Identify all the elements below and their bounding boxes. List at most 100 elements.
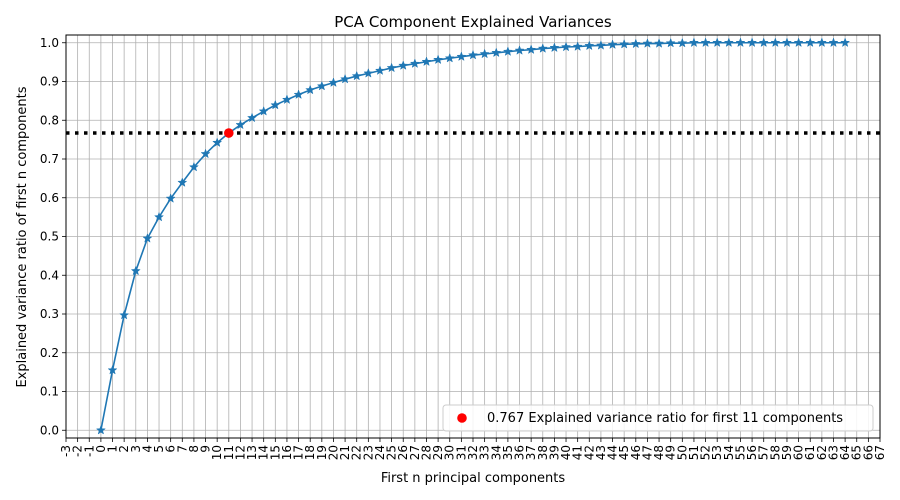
series-point [200,148,211,159]
series-point [537,43,548,53]
series-point [619,38,630,49]
series-point [793,37,804,48]
series-point [188,161,199,172]
series-point [340,73,351,84]
x-tick-label: 6 [164,445,178,453]
x-tick-label: 48 [652,445,666,460]
y-tick-label: 0.9 [40,75,59,89]
x-tick-label: 14 [257,445,271,460]
x-tick-label: 23 [361,445,375,460]
x-tick-label: 18 [303,445,317,460]
series-point [665,37,676,48]
x-tick-label: 41 [571,445,585,460]
series-point [467,49,479,60]
highlight-point [224,128,234,138]
series-point [119,309,130,320]
series-point [560,41,572,52]
x-tick-label: 26 [396,445,410,460]
x-tick-label: 60 [792,445,806,460]
series-point [700,37,711,48]
series-point [491,47,502,58]
series-point [654,38,665,48]
x-tick-label: 54 [722,445,736,460]
series-point [816,37,827,48]
series-point [828,37,839,48]
x-tick-label: 24 [373,445,387,460]
x-tick-label: 49 [664,445,678,460]
series-point [351,70,362,81]
series-point [293,89,304,99]
x-tick-label: 45 [617,445,631,460]
series-point [712,37,723,48]
plot-area: -3-2-10123456789101112131415161718192021… [40,34,887,460]
x-tick-label: 28 [419,445,433,460]
series-point [630,38,641,49]
y-tick-label: 0.1 [40,385,59,399]
x-tick-label: 17 [292,445,306,460]
x-tick-label: 19 [315,445,329,460]
y-tick-label: 0.0 [40,423,59,437]
series-point [584,40,595,51]
y-tick-label: 0.8 [40,113,59,127]
series-point [107,364,118,375]
x-tick-label: 67 [873,445,887,460]
series-point [153,211,165,222]
x-tick-label: 13 [245,445,259,460]
x-tick-label: 35 [501,445,515,460]
series-point [281,94,292,105]
series-point [258,106,269,116]
series-point [456,51,467,61]
x-tick-label: -2 [71,445,85,457]
series-point [758,37,769,48]
x-tick-label: 40 [559,445,573,460]
x-tick-label: 31 [454,445,468,460]
x-tick-label: 39 [547,445,561,460]
x-tick-label: 4 [140,445,154,453]
x-tick-label: 9 [199,445,213,453]
x-tick-label: 37 [524,445,538,460]
series-point [374,65,386,75]
x-tick-label: 47 [640,445,654,460]
x-tick-label: 53 [710,445,724,460]
series-point [514,45,525,55]
series-point [328,77,339,87]
series-point [270,99,281,110]
x-tick-label: 33 [478,445,492,460]
x-tick-label: 12 [233,445,247,460]
axes-frame [65,34,881,439]
series-point [433,54,444,65]
series-point [316,80,327,91]
x-tick-label: 27 [408,445,422,460]
x-tick-label: 38 [536,445,550,460]
x-tick-label: 63 [826,445,840,460]
legend-box [442,404,874,432]
x-tick-label: -1 [82,445,96,457]
legend-marker [457,413,467,423]
x-tick-label: 58 [768,445,782,460]
series-point [142,233,153,243]
x-tick-label: 55 [733,445,747,460]
series-point [409,58,420,68]
x-tick-label: 65 [850,445,864,460]
x-tick-label: 32 [466,445,480,460]
x-tick-label: 62 [815,445,829,460]
series-point [305,84,316,95]
x-tick-label: 16 [280,445,294,460]
x-tick-label: 51 [687,445,701,460]
x-tick-label: 43 [594,445,608,460]
series-point [770,37,781,48]
x-tick-label: 21 [338,445,352,460]
series-point [502,46,513,56]
series-point [840,37,851,48]
y-tick-label: 0.7 [40,152,59,166]
legend: 0.767 Explained variance ratio for first… [442,404,874,432]
x-tick-label: 46 [629,445,643,460]
series-point [398,60,409,70]
series-point [595,40,606,50]
series-point [526,44,537,55]
series-point [688,37,699,48]
x-tick-label: 36 [513,445,527,460]
series-point [95,424,106,435]
x-tick-label: 0 [94,445,108,453]
x-tick-label: 57 [757,445,771,460]
